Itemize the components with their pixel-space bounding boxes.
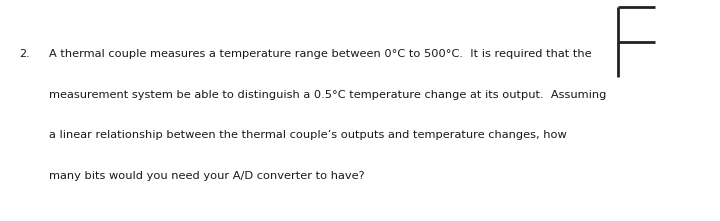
Text: many bits would you need your A/D converter to have?: many bits would you need your A/D conver… — [49, 171, 364, 181]
Text: 2.: 2. — [19, 49, 30, 59]
Text: measurement system be able to distinguish a 0.5°C temperature change at its outp: measurement system be able to distinguis… — [49, 90, 606, 99]
Text: A thermal couple measures a temperature range between 0°C to 500°C.  It is requi: A thermal couple measures a temperature … — [49, 49, 592, 59]
Text: a linear relationship between the thermal couple’s outputs and temperature chang: a linear relationship between the therma… — [49, 130, 567, 140]
